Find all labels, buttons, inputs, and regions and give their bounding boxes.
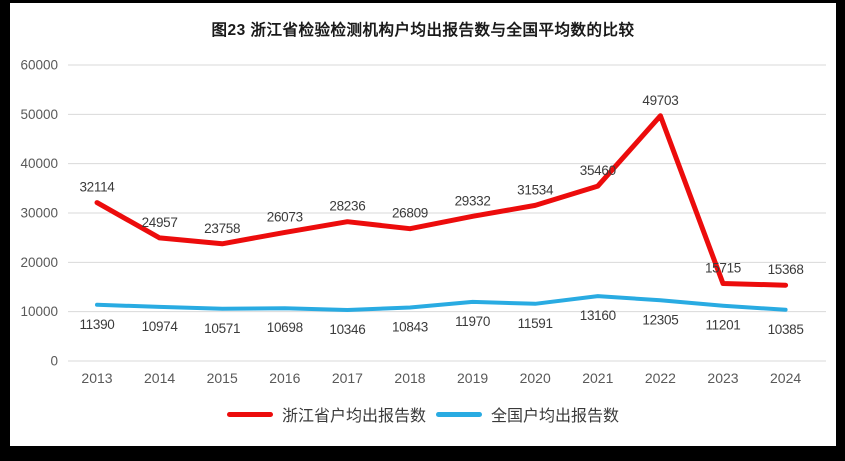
- x-tick-label: 2024: [770, 370, 801, 386]
- x-tick-label: 2018: [394, 370, 425, 386]
- data-label-series-0: 31534: [517, 182, 554, 197]
- x-tick-label: 2021: [582, 370, 613, 386]
- x-tick-label: 2016: [269, 370, 300, 386]
- x-tick-label: 2015: [207, 370, 238, 386]
- legend-item-zhejiang: 浙江省户均出报告数: [226, 402, 426, 426]
- data-label-series-1: 11970: [455, 314, 490, 329]
- data-label-series-1: 11201: [705, 318, 740, 333]
- line-chart: 0 10000 20000 30000 40000 50000 60000 2013 2014 2…: [20, 58, 826, 386]
- y-tick-label: 50000: [20, 107, 58, 122]
- y-tick-label: 40000: [20, 156, 58, 171]
- x-tick-label: 2014: [144, 370, 175, 386]
- x-tick-label: 2022: [645, 370, 676, 386]
- data-label-series-0: 49703: [642, 93, 678, 108]
- data-label-series-1: 10385: [768, 322, 804, 337]
- chart-canvas: 图23 浙江省检验检测机构户均出报告数与全国平均数的比较 0 10000 20000…: [10, 3, 836, 446]
- y-tick-label: 60000: [20, 58, 58, 73]
- x-tick-label: 2019: [457, 370, 488, 386]
- data-label-series-1: 10571: [204, 321, 240, 336]
- legend-item-national: 全国户均出报告数: [436, 402, 619, 426]
- chart-title: 图23 浙江省检验检测机构户均出报告数与全国平均数的比较: [211, 22, 635, 39]
- data-label-series-1: 10698: [267, 320, 303, 335]
- data-label-series-1: 12305: [642, 312, 678, 327]
- data-label-series-0: 26073: [267, 209, 303, 224]
- blue-line-swatch-icon: [436, 411, 482, 417]
- series-line-0: [94, 113, 789, 288]
- data-label-series-1: 10346: [329, 322, 365, 337]
- data-label-series-0: 32114: [79, 180, 115, 195]
- data-label-series-0: 35460: [580, 163, 616, 178]
- y-tick-label: 20000: [20, 255, 58, 270]
- x-tick-label: 2023: [707, 370, 738, 386]
- y-tick-label: 30000: [20, 206, 58, 221]
- data-label-series-1: 13160: [580, 308, 616, 323]
- series-line-1: [95, 294, 788, 312]
- data-label-series-0: 24957: [142, 215, 178, 230]
- data-label-series-1: 10843: [392, 320, 428, 335]
- legend-label-national: 全国户均出报告数: [491, 408, 620, 425]
- chart-legend: 浙江省户均出报告数 全国户均出报告数: [10, 402, 836, 426]
- data-label-series-0: 28236: [329, 199, 365, 214]
- data-label-series-1: 10974: [142, 319, 179, 334]
- x-tick-label: 2013: [81, 370, 112, 386]
- data-label-series-0: 15368: [768, 262, 804, 277]
- legend-label-zhejiang: 浙江省户均出报告数: [281, 408, 426, 425]
- y-tick-label: 10000: [20, 304, 58, 319]
- x-tick-label: 2020: [520, 370, 551, 386]
- data-label-series-1: 11390: [79, 317, 114, 332]
- data-label-series-0: 15715: [705, 260, 741, 275]
- x-tick-label: 2017: [332, 370, 363, 386]
- data-label-series-0: 29332: [455, 193, 491, 208]
- data-label-series-0: 23758: [204, 221, 240, 236]
- red-line-swatch-icon: [226, 411, 273, 417]
- data-label-series-1: 11591: [518, 316, 553, 331]
- y-tick-label: 0: [50, 354, 58, 369]
- data-label-series-0: 26809: [392, 206, 428, 221]
